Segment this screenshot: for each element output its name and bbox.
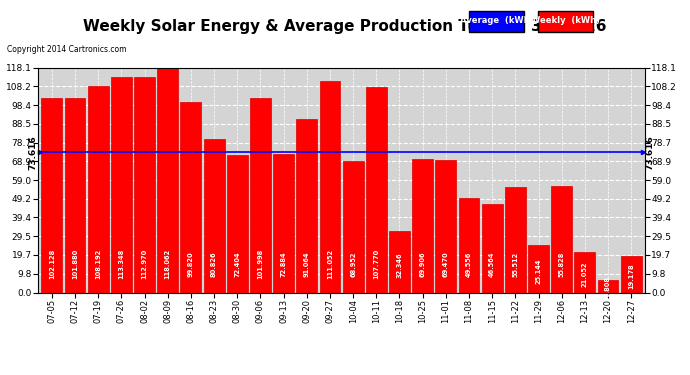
Bar bbox=[134, 77, 155, 292]
Text: 108.192: 108.192 bbox=[95, 249, 101, 279]
Bar bbox=[297, 119, 317, 292]
Text: 113.348: 113.348 bbox=[119, 249, 124, 279]
Bar bbox=[227, 154, 248, 292]
Bar bbox=[459, 198, 480, 292]
Bar bbox=[482, 204, 502, 292]
Text: 111.052: 111.052 bbox=[327, 249, 333, 279]
Bar bbox=[389, 231, 410, 292]
Bar bbox=[621, 256, 642, 292]
Bar bbox=[528, 244, 549, 292]
Text: 102.128: 102.128 bbox=[49, 249, 55, 279]
Bar bbox=[204, 138, 224, 292]
Text: 25.144: 25.144 bbox=[535, 258, 542, 284]
Text: 99.820: 99.820 bbox=[188, 251, 194, 277]
Text: Weekly  (kWh): Weekly (kWh) bbox=[531, 16, 600, 25]
Bar bbox=[435, 160, 456, 292]
Text: 69.906: 69.906 bbox=[420, 251, 426, 277]
Text: 21.052: 21.052 bbox=[582, 262, 588, 287]
Text: 55.828: 55.828 bbox=[559, 251, 564, 277]
Bar bbox=[111, 76, 132, 292]
Text: 80.826: 80.826 bbox=[211, 251, 217, 277]
Text: 73.616: 73.616 bbox=[29, 135, 38, 170]
Text: Weekly Solar Energy & Average Production Tue Dec 30 07:26: Weekly Solar Energy & Average Production… bbox=[83, 19, 607, 34]
Text: Average  (kWh): Average (kWh) bbox=[460, 16, 533, 25]
Bar bbox=[273, 154, 294, 292]
Bar bbox=[505, 187, 526, 292]
Text: 49.556: 49.556 bbox=[466, 251, 472, 277]
Text: 101.880: 101.880 bbox=[72, 249, 78, 279]
Text: 55.512: 55.512 bbox=[513, 251, 518, 276]
Bar bbox=[181, 102, 201, 292]
Bar bbox=[598, 279, 618, 292]
Text: 68.952: 68.952 bbox=[350, 251, 356, 277]
Text: 101.998: 101.998 bbox=[257, 249, 264, 279]
Text: 91.064: 91.064 bbox=[304, 251, 310, 277]
Text: 118.062: 118.062 bbox=[165, 249, 170, 279]
Bar bbox=[250, 98, 271, 292]
Bar bbox=[41, 98, 62, 292]
Bar bbox=[88, 86, 108, 292]
Bar bbox=[551, 186, 572, 292]
Bar bbox=[366, 87, 386, 292]
Text: 46.564: 46.564 bbox=[489, 251, 495, 277]
Text: 107.770: 107.770 bbox=[373, 249, 380, 279]
Text: 72.404: 72.404 bbox=[235, 251, 240, 277]
Bar bbox=[412, 159, 433, 292]
Text: 69.470: 69.470 bbox=[443, 251, 448, 277]
Text: 6.808: 6.808 bbox=[605, 276, 611, 297]
Bar bbox=[65, 98, 86, 292]
Bar bbox=[319, 81, 340, 292]
Text: 112.970: 112.970 bbox=[141, 249, 148, 279]
Text: 72.884: 72.884 bbox=[281, 251, 286, 277]
Text: 32.346: 32.346 bbox=[397, 252, 402, 278]
Text: 73.616: 73.616 bbox=[645, 135, 654, 170]
Bar bbox=[575, 252, 595, 292]
Bar bbox=[157, 68, 178, 292]
Text: 19.178: 19.178 bbox=[628, 263, 634, 289]
Bar bbox=[343, 161, 364, 292]
Text: Copyright 2014 Cartronics.com: Copyright 2014 Cartronics.com bbox=[7, 45, 126, 54]
